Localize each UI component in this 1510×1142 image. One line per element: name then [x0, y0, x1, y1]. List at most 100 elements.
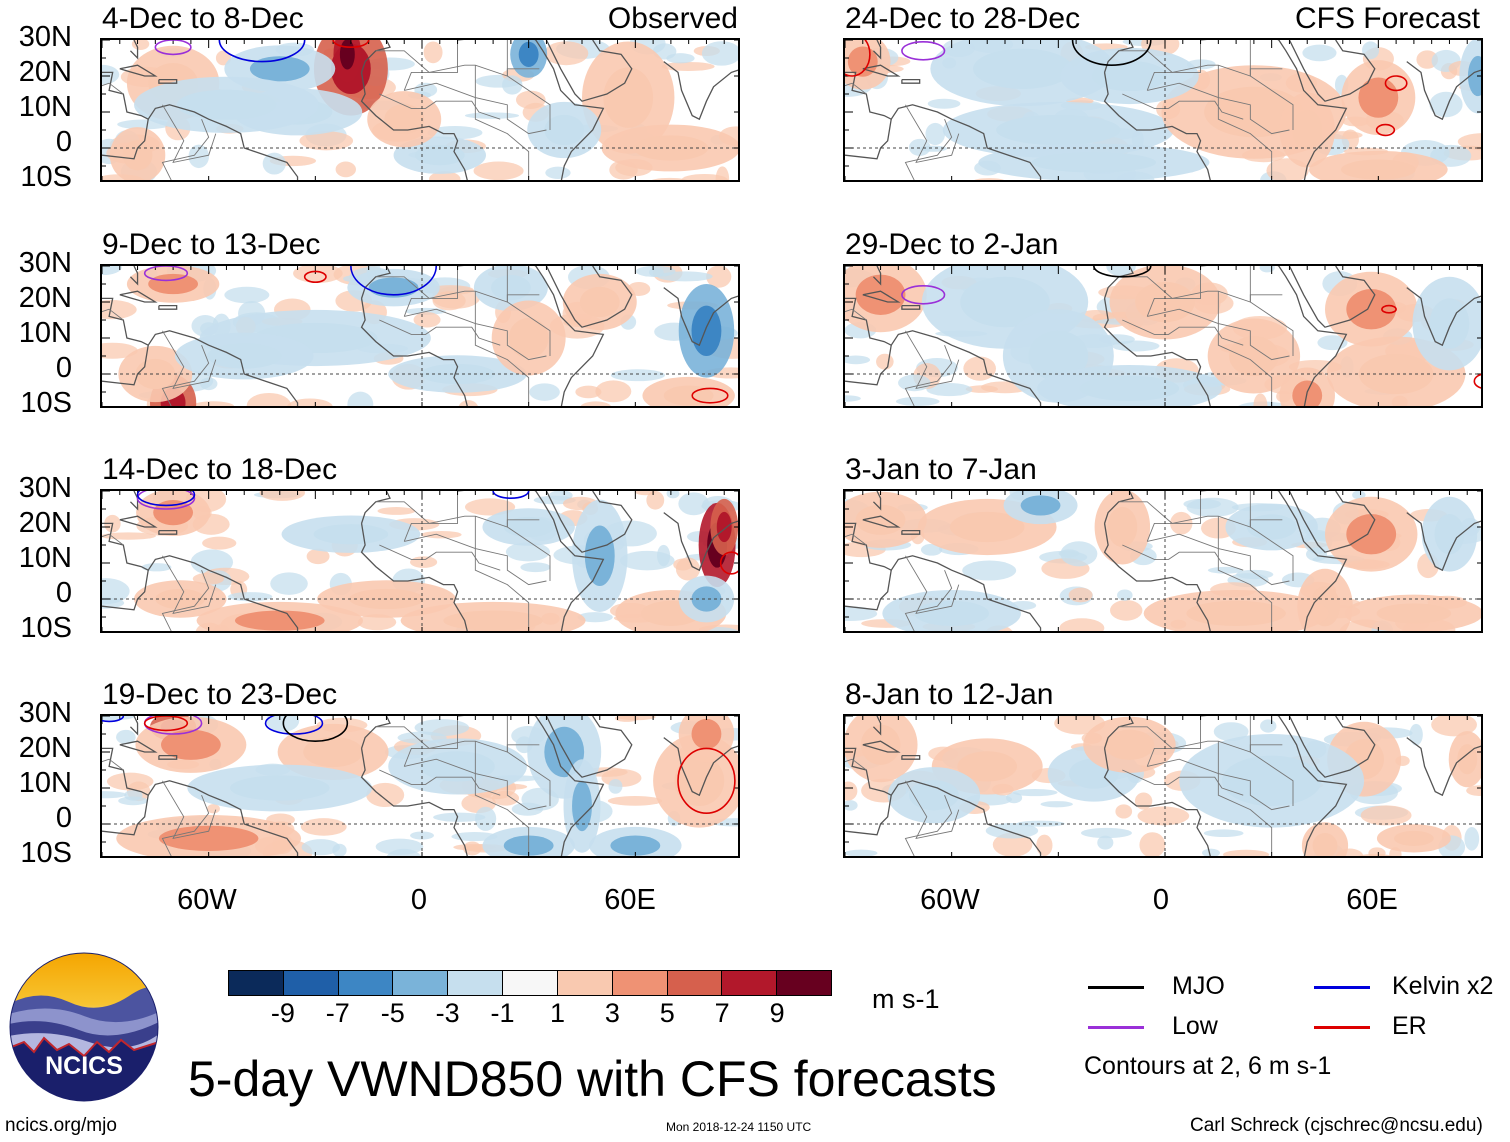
tick-marks: [102, 716, 738, 856]
anomaly-patch: [141, 563, 172, 572]
anomaly-core: [122, 140, 153, 171]
anomaly-core: [339, 40, 355, 70]
anomaly-patch: [1058, 549, 1080, 558]
er-contour: [677, 747, 736, 815]
lat-label: 0: [55, 802, 72, 834]
anomaly-patch: [357, 614, 397, 631]
country-border: [1249, 294, 1294, 356]
borders: [102, 40, 551, 180]
anomaly-core: [1346, 514, 1397, 555]
country-border: [1122, 319, 1244, 346]
anomaly-patch: [1111, 340, 1160, 352]
anomaly-core: [1346, 289, 1397, 330]
coastline: [457, 716, 605, 856]
anomaly-core: [384, 104, 425, 135]
mjo-contour: [1093, 266, 1152, 278]
anomaly-patch: [1259, 266, 1275, 273]
anomaly-patch: [985, 822, 1039, 839]
country-border: [904, 345, 953, 406]
country-border: [404, 308, 547, 361]
mjo-contour: [1071, 40, 1152, 66]
anomaly-core: [206, 343, 282, 369]
anomaly-patch: [191, 401, 235, 406]
anomaly-patch: [575, 385, 602, 399]
legend-er-label: ER: [1392, 1012, 1427, 1040]
er-contour: [143, 716, 189, 732]
colorbar-tick-label: 1: [549, 998, 565, 1028]
country-border: [161, 119, 210, 180]
anomaly-patch: [646, 491, 665, 510]
er-contour: [845, 40, 871, 77]
main-title: 5-day VWND850 with CFS forecasts: [188, 1051, 997, 1107]
anomaly-core: [909, 780, 959, 811]
logo-text: NCICS: [45, 1052, 123, 1080]
anomaly-patch: [262, 152, 286, 175]
ncics-logo: NCICS: [9, 952, 159, 1102]
map-panel-3: [100, 489, 740, 633]
country-border: [474, 291, 530, 403]
country-border: [506, 744, 551, 806]
anomaly-core: [914, 600, 989, 626]
colorbar-swatch: [667, 971, 723, 995]
low-contour: [901, 41, 946, 61]
anomaly-patch: [1352, 491, 1366, 500]
borders: [845, 266, 1294, 406]
anomaly-core: [1341, 159, 1416, 180]
coastline: [663, 61, 738, 121]
footer-site-link[interactable]: ncics.org/mjo: [5, 1115, 117, 1136]
anomaly-core: [443, 610, 543, 631]
anomaly-patch: [102, 300, 137, 320]
country-border: [403, 40, 459, 91]
anomaly-patch: [102, 578, 130, 605]
anomaly-patch: [421, 530, 462, 539]
anomaly-core: [1358, 353, 1434, 395]
anomaly-core: [674, 755, 725, 806]
legend-er-line: [1314, 1026, 1370, 1029]
anomaly-patch: [227, 592, 273, 602]
coastline: [862, 290, 901, 303]
panel-label-observed: Observed: [607, 2, 738, 35]
country-border: [845, 82, 867, 95]
anomaly-core: [860, 724, 901, 765]
anomaly-core: [490, 275, 531, 301]
coastline: [862, 64, 901, 77]
anomaly-core: [1393, 830, 1434, 846]
country-border: [904, 795, 953, 856]
coastline: [360, 298, 468, 406]
anomaly-patch: [898, 374, 931, 392]
lon-label-60w-right: 60W: [920, 884, 980, 916]
tick-marks: [102, 266, 738, 406]
map-panel-7: [843, 489, 1483, 633]
coastline: [102, 297, 299, 406]
anomaly-patch: [464, 498, 516, 516]
anomaly-patch: [1080, 827, 1132, 839]
country-border: [161, 570, 210, 631]
legend-mjo-label: MJO: [1172, 972, 1225, 1000]
anomaly-patch: [192, 572, 225, 585]
colorbar-swatch: [229, 971, 284, 995]
er-contour: [1473, 373, 1481, 389]
lat-label: 30N: [18, 247, 72, 279]
anomaly-patch: [1457, 133, 1481, 151]
mjo-contour: [282, 716, 349, 742]
coastline: [845, 522, 1042, 631]
colorbar-swatch: [503, 971, 558, 995]
coastline: [158, 754, 178, 760]
anomaly-patch: [614, 716, 639, 722]
anomaly-patch: [1068, 587, 1093, 603]
coastline: [1406, 287, 1481, 347]
anomaly-patch: [845, 395, 861, 402]
anomaly-patch: [920, 543, 943, 556]
country-border: [1217, 741, 1273, 853]
coastline: [158, 529, 178, 535]
anomaly-patch: [678, 492, 710, 516]
country-border: [1146, 716, 1202, 767]
country-border: [404, 533, 547, 586]
anomaly-patch: [926, 383, 973, 397]
er-contour: [332, 40, 370, 48]
kelvin-contour: [218, 40, 306, 63]
country-border: [161, 345, 210, 406]
colorbar-tick-label: -3: [435, 998, 460, 1028]
coastline: [845, 795, 892, 836]
anomaly-core: [1358, 77, 1399, 118]
